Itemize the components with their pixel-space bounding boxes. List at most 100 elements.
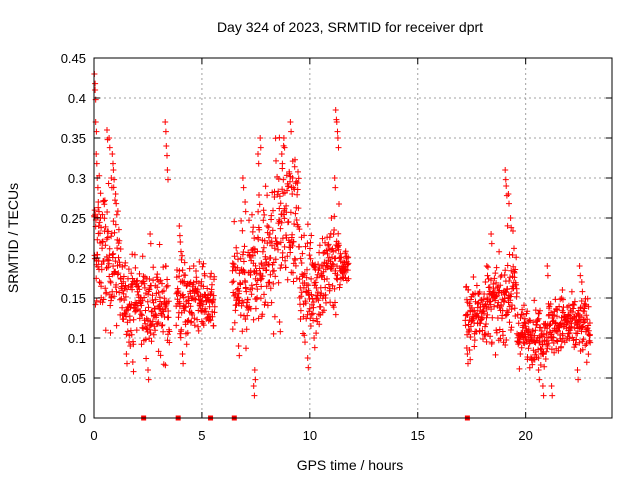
data-point [287, 119, 294, 125]
y-tick-label: 0.1 [68, 331, 86, 346]
data-point [281, 215, 288, 222]
data-point [145, 376, 152, 383]
data-point [274, 191, 281, 198]
data-point [177, 239, 184, 245]
data-point [254, 286, 261, 293]
data-point [105, 264, 111, 271]
y-axis-label: SRMTID / TECUs [5, 183, 21, 293]
data-point [104, 256, 111, 263]
data-point [110, 218, 117, 225]
data-point [325, 281, 332, 288]
data-point [179, 267, 186, 274]
data-point [179, 351, 186, 357]
data-point [200, 322, 207, 329]
data-point [99, 239, 106, 245]
data-point [118, 295, 125, 302]
data-point [290, 278, 297, 285]
data-point [138, 341, 145, 348]
data-point [504, 222, 511, 229]
data-point [335, 242, 342, 249]
data-point [138, 311, 145, 318]
data-point [94, 251, 101, 258]
data-point [579, 346, 586, 353]
data-point [120, 273, 127, 280]
data-point [247, 305, 254, 312]
data-point [301, 332, 308, 339]
data-point [493, 329, 500, 336]
data-point [531, 332, 538, 339]
data-point [265, 234, 272, 241]
data-point [534, 316, 541, 323]
data-point [308, 275, 315, 282]
data-point [186, 265, 193, 272]
data-point [334, 272, 341, 278]
data-point [92, 87, 99, 93]
data-point [181, 259, 188, 266]
y-tick-label: 0.05 [61, 371, 86, 386]
data-point [202, 308, 209, 315]
x-tick-label: 15 [411, 428, 425, 443]
x-tick-label: 20 [518, 428, 532, 443]
data-point [159, 280, 165, 287]
data-point [513, 290, 520, 296]
data-point [155, 289, 162, 296]
data-point [325, 241, 332, 248]
data-point [271, 267, 277, 274]
data-point [250, 383, 257, 389]
data-point [571, 298, 578, 305]
data-point [276, 205, 283, 212]
data-point [297, 307, 304, 314]
y-tick-label: 0.25 [61, 211, 86, 226]
data-point [179, 279, 186, 286]
data-point [132, 264, 139, 271]
data-point [525, 345, 532, 352]
data-point [98, 261, 105, 268]
data-point [322, 291, 329, 298]
data-point [541, 363, 548, 370]
data-point [502, 167, 509, 173]
grid [94, 58, 612, 418]
data-point [256, 201, 263, 208]
data-point [231, 253, 238, 260]
data-point [569, 334, 576, 341]
data-point [580, 336, 587, 343]
data-point [279, 186, 286, 193]
data-point [509, 252, 516, 258]
data-point [122, 259, 129, 266]
data-point [250, 252, 256, 259]
data-point [243, 288, 250, 295]
data-point [536, 376, 543, 383]
data-point [260, 244, 267, 251]
data-point [480, 310, 487, 317]
data-point [188, 318, 195, 325]
data-point [478, 297, 484, 304]
data-point [553, 337, 560, 344]
data-point [136, 286, 143, 293]
data-point [159, 322, 166, 328]
data-point [521, 302, 527, 309]
data-point [565, 302, 572, 309]
data-point [484, 311, 491, 318]
data-point [507, 327, 514, 333]
data-point [497, 335, 504, 342]
data-point [164, 152, 170, 159]
data-point [155, 348, 162, 355]
data-point [529, 361, 536, 368]
y-tick-label: 0.15 [61, 291, 86, 306]
data-point [146, 276, 153, 282]
data-point [299, 250, 306, 257]
data-point [262, 262, 268, 269]
data-point [114, 271, 121, 278]
data-point [524, 308, 531, 315]
data-point [294, 186, 301, 193]
data-point [316, 321, 323, 328]
data-point [129, 275, 136, 282]
data-point [119, 304, 126, 311]
data-point [115, 270, 122, 277]
data-point [326, 254, 332, 261]
data-point [315, 311, 322, 318]
data-point [543, 348, 550, 355]
data-point [128, 301, 135, 307]
data-point [506, 200, 512, 207]
data-point [98, 266, 105, 273]
